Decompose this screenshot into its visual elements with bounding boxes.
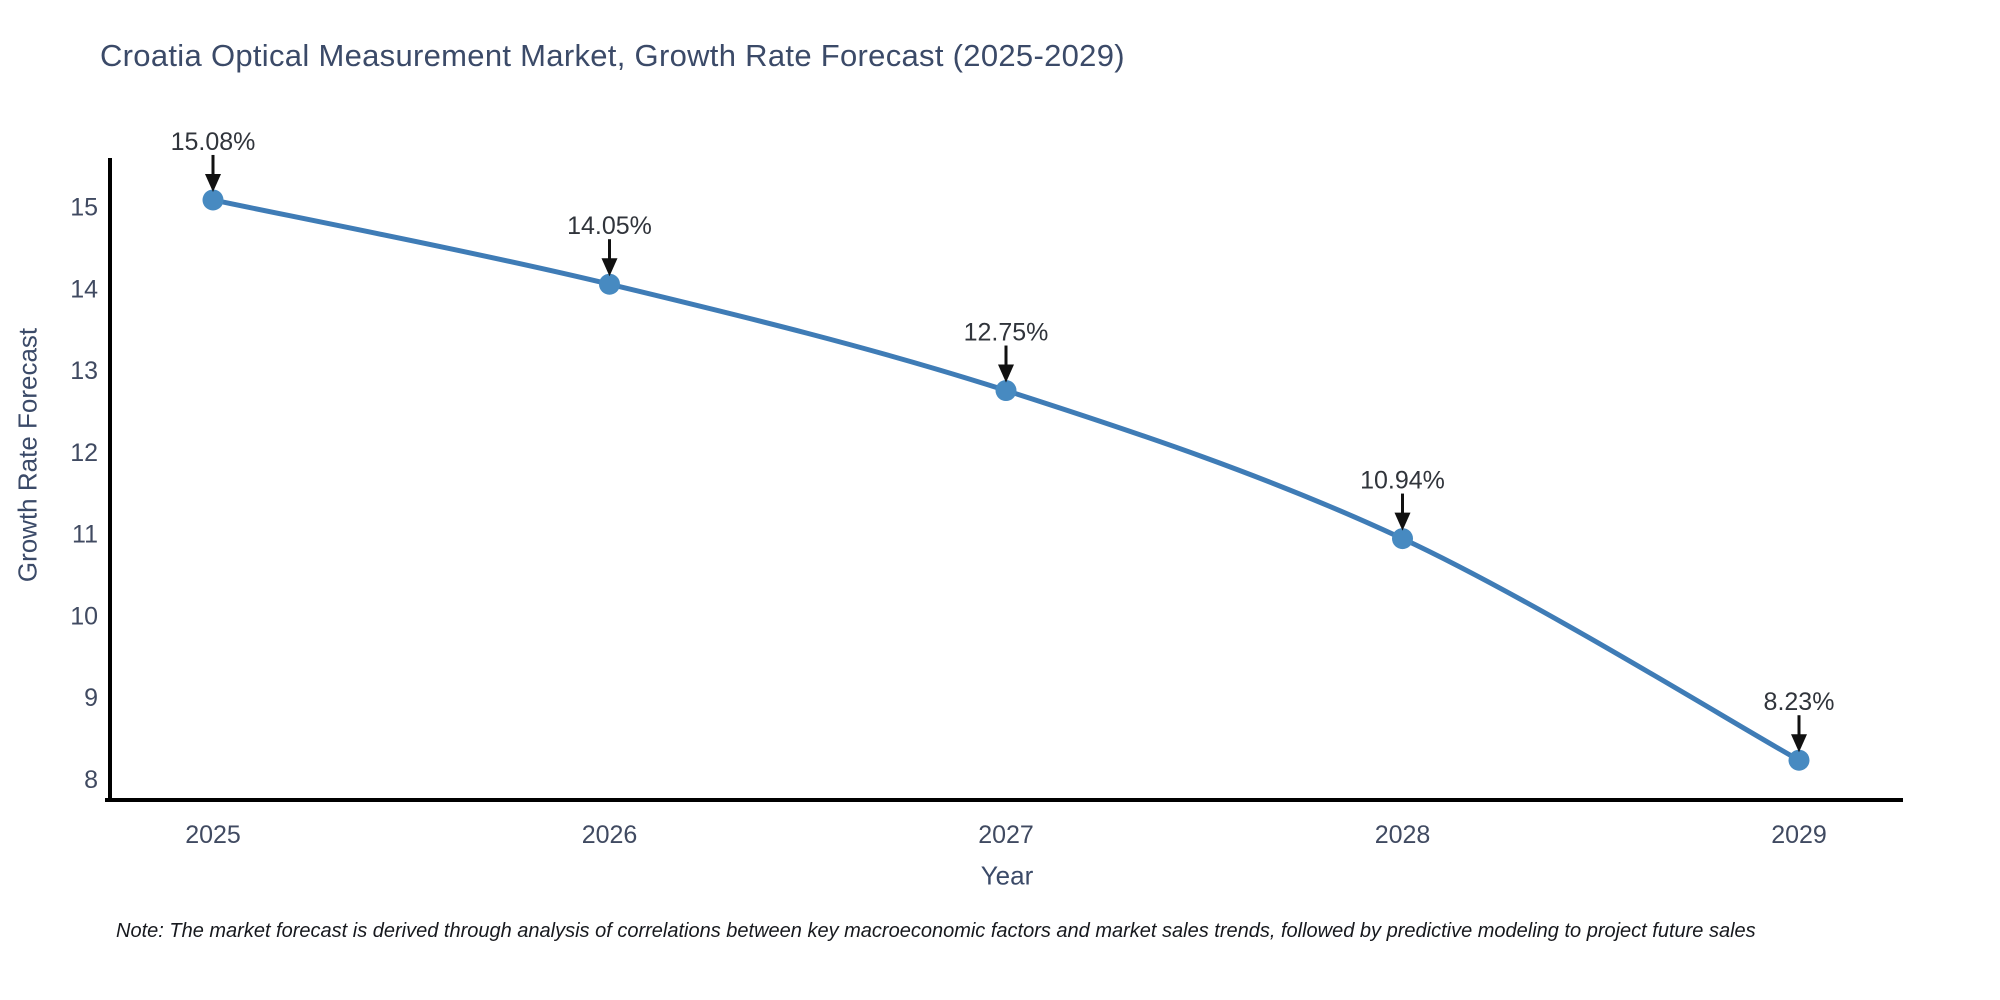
annotation-arrowhead xyxy=(601,258,618,277)
annotation-arrowhead xyxy=(205,173,221,192)
y-tick-label: 14 xyxy=(70,275,98,303)
y-tick-label: 8 xyxy=(84,766,98,794)
point-annotation: 15.08% xyxy=(171,128,256,156)
x-tick-label: 2028 xyxy=(1375,821,1431,849)
annotation-arrowhead xyxy=(1394,512,1411,531)
annotation-arrowhead xyxy=(998,364,1014,383)
x-tick-label: 2029 xyxy=(1771,821,1827,849)
y-axis-title: Growth Rate Forecast xyxy=(12,327,43,583)
chart-title: Croatia Optical Measurement Market, Grow… xyxy=(100,38,1125,73)
x-tick-label: 2025 xyxy=(185,821,241,849)
y-tick-label: 10 xyxy=(70,602,98,630)
point-annotation: 10.94% xyxy=(1360,467,1445,495)
annotation-arrowhead xyxy=(1791,734,1807,753)
point-annotation: 8.23% xyxy=(1764,688,1835,716)
point-annotation: 14.05% xyxy=(567,212,652,240)
x-tick-label: 2027 xyxy=(978,821,1034,849)
y-tick-label: 11 xyxy=(72,521,98,549)
data-point xyxy=(1788,749,1810,771)
x-tick-label: 2026 xyxy=(582,821,638,849)
x-axis-title: Year xyxy=(980,860,1034,891)
forecast-line xyxy=(210,197,1802,763)
data-point xyxy=(1392,528,1413,550)
point-annotation: 12.75% xyxy=(964,319,1049,347)
y-tick-label: 9 xyxy=(84,684,98,712)
y-tick-label: 12 xyxy=(70,439,98,467)
data-point xyxy=(202,189,224,211)
y-tick-label: 13 xyxy=(70,357,98,385)
footnote: Note: The market forecast is derived thr… xyxy=(116,920,1756,942)
data-point xyxy=(995,380,1017,402)
data-point xyxy=(599,273,620,295)
y-tick-label: 15 xyxy=(70,194,98,222)
